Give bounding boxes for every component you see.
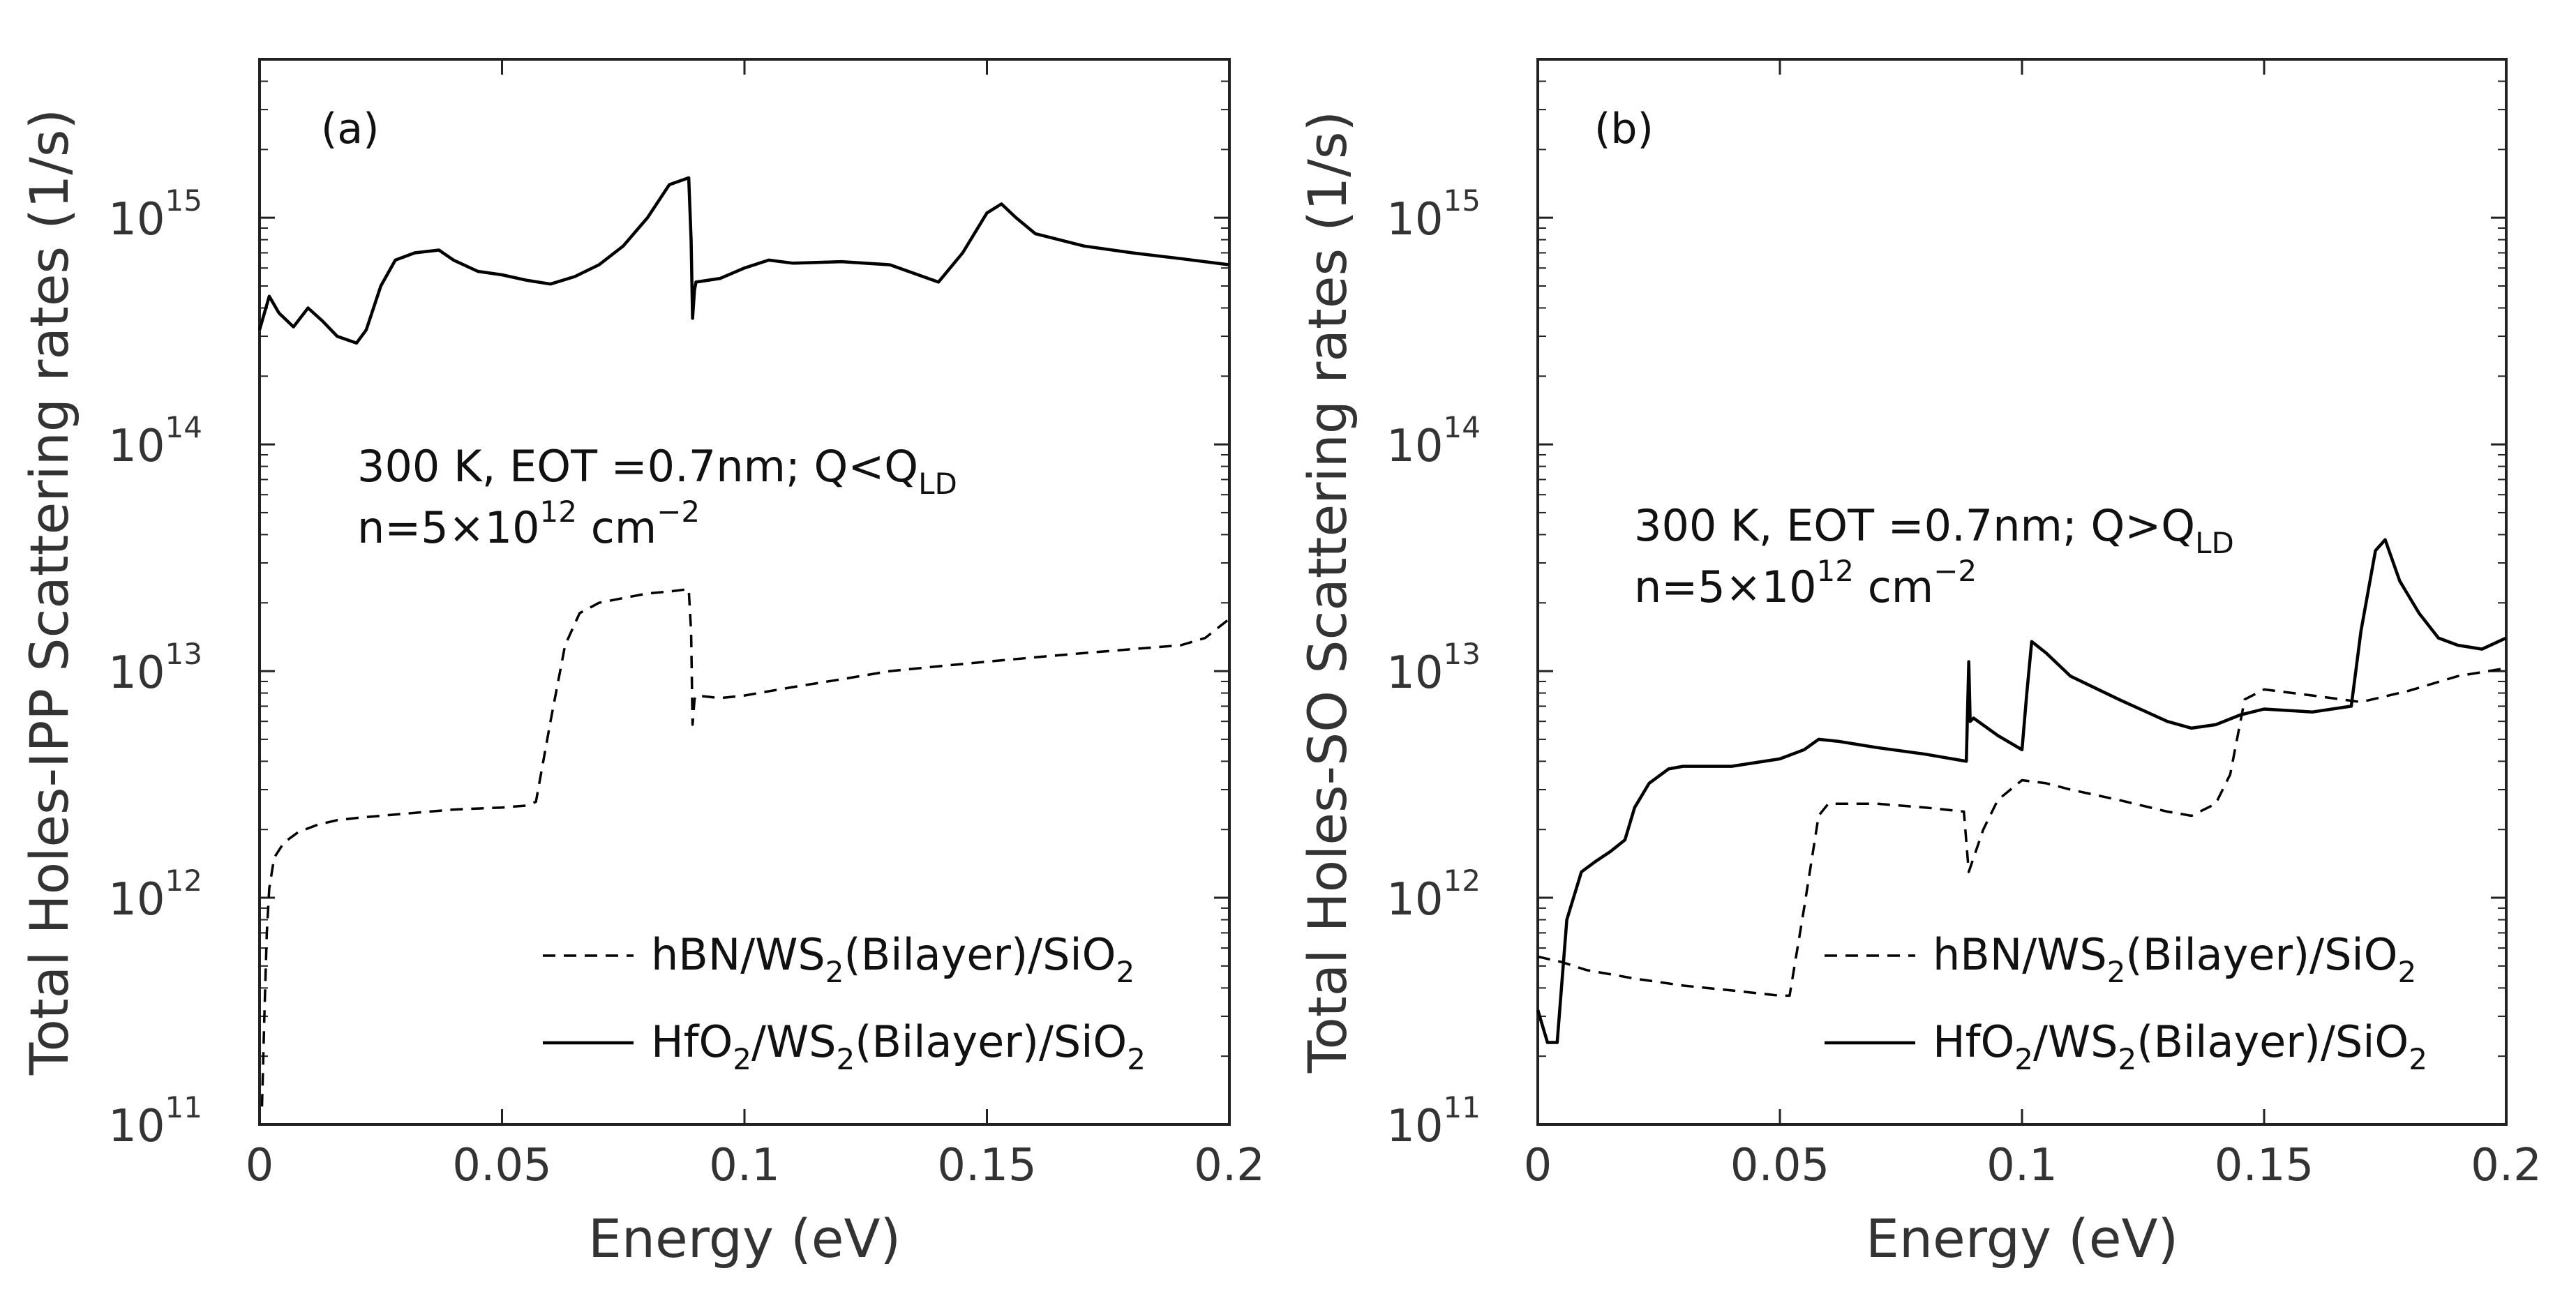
series-line-hfo2 [257, 176, 1230, 345]
legend-subscript: 2 [2118, 1042, 2137, 1076]
legend-text: hBN/WS [1933, 929, 2107, 980]
x-tick-label: 0 [246, 1140, 274, 1191]
x-tick-label: 0.15 [937, 1140, 1037, 1191]
annotation-line-1: 300 K, EOT =0.7nm; Q<QLD [357, 441, 957, 501]
panel-b: 0 0.05 0.1 0.15 0.210111012101310141015Energ… [1296, 58, 2542, 1270]
x-tick-label: 0.1 [709, 1140, 780, 1191]
y-tick-label: 1012 [1386, 864, 1481, 926]
annotation-text: cm [577, 502, 657, 553]
legend-text: (Bilayer)/SiO [2126, 929, 2398, 980]
y-tick-label: 1013 [1386, 637, 1481, 699]
legend-subscript: 2 [2107, 955, 2126, 989]
legend-subscript: 2 [2409, 1042, 2427, 1076]
annotation-subscript: LD [918, 467, 957, 501]
y-tick-base: 10 [1386, 421, 1443, 472]
legend-subscript: 2 [1127, 1042, 1146, 1076]
annotation-superscript: −2 [1933, 554, 1977, 588]
y-tick-label: 1014 [1386, 410, 1481, 472]
y-tick-label: 1011 [1386, 1090, 1481, 1152]
y-tick-base: 10 [108, 874, 165, 926]
y-tick-exponent: 13 [1444, 637, 1481, 671]
y-tick-label: 1015 [1386, 183, 1481, 246]
legend-subscript: 2 [1116, 955, 1135, 989]
y-tick-base: 10 [1386, 1101, 1443, 1152]
annotation-text: n=5×10 [1634, 562, 1817, 612]
annotation-text: cm [1854, 562, 1933, 612]
legend-entry: HfO2/WS2(Bilayer)/SiO2 [651, 1016, 1146, 1076]
y-tick-base: 10 [108, 421, 165, 472]
legend-text: (Bilayer)/SiO [2136, 1016, 2409, 1067]
y-tick-exponent: 14 [165, 410, 202, 444]
legend-text: HfO [651, 1016, 733, 1067]
y-tick-exponent: 12 [1444, 864, 1481, 898]
legend-text: HfO [1933, 1016, 2014, 1067]
x-tick-label: 0.2 [1194, 1140, 1265, 1191]
y-tick-base: 10 [1386, 194, 1443, 246]
legend-entry: hBN/WS2(Bilayer)/SiO2 [1933, 929, 2416, 989]
annotation-superscript: −2 [657, 495, 700, 529]
x-tick-label: 0.05 [1730, 1140, 1830, 1191]
y-tick-base: 10 [108, 194, 165, 246]
y-tick-label: 1013 [108, 637, 202, 699]
legend-text: /WS [2033, 1016, 2118, 1067]
annotation-text: 300 K, EOT =0.7nm; Q<Q [357, 441, 918, 492]
y-tick-exponent: 11 [1444, 1090, 1481, 1124]
y-tick-base: 10 [1386, 647, 1443, 699]
series-line-hfo2 [1536, 538, 2507, 1044]
annotation-text: 300 K, EOT =0.7nm; Q>Q [1634, 500, 2195, 551]
y-tick-exponent: 14 [1444, 410, 1481, 444]
x-tick-label: 0 [1524, 1140, 1552, 1191]
legend-subscript: 2 [837, 1042, 855, 1076]
x-tick-label: 0.15 [2215, 1140, 2314, 1191]
legend-subscript: 2 [825, 955, 844, 989]
panel-label: (a) [321, 105, 380, 153]
annotation-line-2: n=5×1012 cm−2 [357, 495, 700, 553]
annotation-line-1: 300 K, EOT =0.7nm; Q>QLD [1634, 500, 2234, 560]
legend-entry: hBN/WS2(Bilayer)/SiO2 [651, 929, 1135, 989]
panel-a: 0 0.05 0.1 0.15 0.210111012101310141015Energ… [18, 58, 1265, 1270]
y-tick-exponent: 11 [165, 1090, 202, 1124]
legend-text: hBN/WS [651, 929, 825, 980]
annotation-text: n=5×10 [357, 502, 540, 553]
annotation-superscript: 12 [540, 495, 577, 529]
legend-subscript: 2 [2014, 1042, 2033, 1076]
legend-text: (Bilayer)/SiO [855, 1016, 1127, 1067]
x-tick-label: 0.05 [452, 1140, 552, 1191]
annotation-line-2: n=5×1012 cm−2 [1634, 554, 1977, 612]
panel-label: (b) [1594, 105, 1654, 153]
y-tick-exponent: 15 [1444, 183, 1481, 218]
legend-text: /WS [751, 1016, 837, 1067]
y-tick-exponent: 15 [165, 183, 202, 218]
legend-subscript: 2 [2397, 955, 2416, 989]
y-tick-label: 1012 [108, 864, 202, 926]
y-axis-label: Total Holes-IPP Scattering rates (1/s) [18, 109, 80, 1076]
legend-subscript: 2 [733, 1042, 751, 1076]
annotation-subscript: LD [2195, 526, 2234, 560]
y-tick-base: 10 [108, 647, 165, 699]
y-tick-exponent: 13 [165, 637, 202, 671]
y-tick-label: 1015 [108, 183, 202, 246]
y-tick-exponent: 12 [165, 864, 202, 898]
x-axis-label: Energy (eV) [1866, 1207, 2178, 1270]
y-axis-label: Total Holes-SO Scattering rates (1/s) [1296, 111, 1358, 1074]
x-axis-label: Energy (eV) [588, 1207, 901, 1270]
y-tick-base: 10 [1386, 874, 1443, 926]
legend-entry: HfO2/WS2(Bilayer)/SiO2 [1933, 1016, 2427, 1076]
y-tick-label: 1011 [108, 1090, 202, 1152]
x-tick-label: 0.2 [2471, 1140, 2542, 1191]
series-line-hbn [260, 587, 1231, 1107]
x-tick-label: 0.1 [1986, 1140, 2058, 1191]
annotation-superscript: 12 [1817, 554, 1854, 588]
y-tick-base: 10 [108, 1101, 165, 1152]
y-tick-label: 1014 [108, 410, 202, 472]
legend-text: (Bilayer)/SiO [844, 929, 1116, 980]
series-line-hbn [1537, 667, 2507, 997]
